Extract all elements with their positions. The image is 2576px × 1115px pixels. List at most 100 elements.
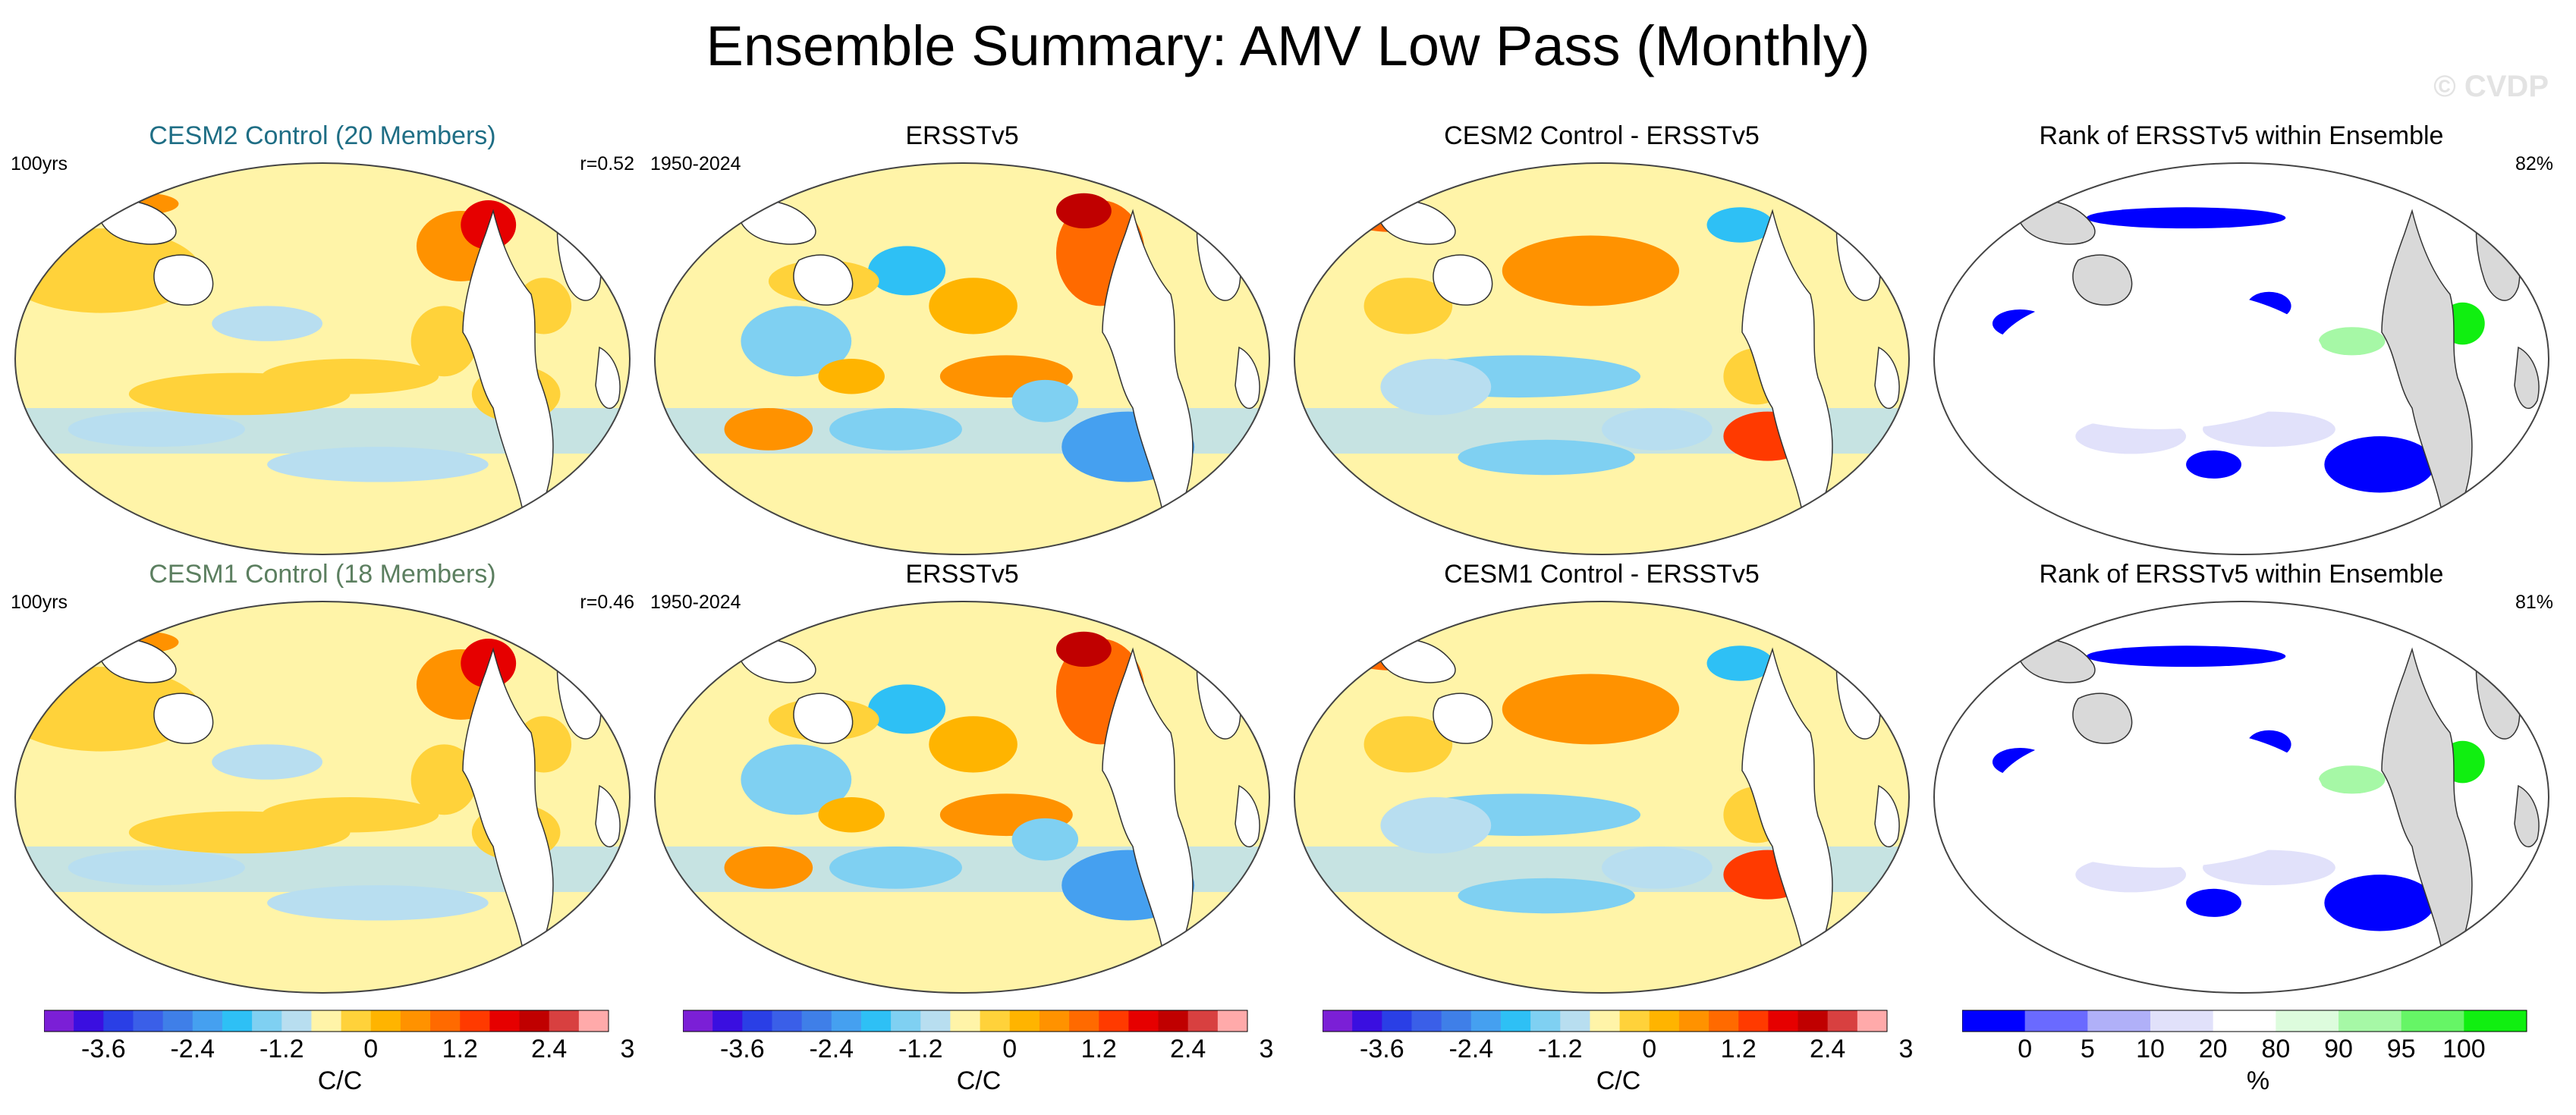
map-field xyxy=(655,601,1269,993)
field-anomaly xyxy=(267,885,489,921)
colorbar-swatch xyxy=(282,1010,312,1032)
field-anomaly xyxy=(1992,288,2325,429)
field-anomaly xyxy=(1011,379,1079,422)
field-anomaly xyxy=(212,744,322,780)
colorbar-tick: -3.6 xyxy=(81,1035,126,1063)
panel-correlation: r=0.52 xyxy=(580,153,634,174)
colorbar-swatch xyxy=(1560,1010,1590,1032)
field-anomaly xyxy=(1363,716,1453,773)
map-ersstv5 xyxy=(654,601,1270,994)
colorbar-swatches: 0 5 10 20 80 90 95 100 xyxy=(1962,1010,2527,1063)
field-anomaly xyxy=(818,359,885,394)
panel-rank: Rank of ERSSTv5 within Ensemble 82% xyxy=(1926,121,2556,561)
panel-title: Rank of ERSSTv5 within Ensemble xyxy=(2039,121,2444,150)
colorbar-swatch xyxy=(683,1010,713,1032)
colorbar-tick: -3.6 xyxy=(1360,1035,1404,1063)
colorbar-tick: -1.2 xyxy=(898,1035,943,1063)
colorbar-swatch xyxy=(1217,1010,1248,1032)
ocean-background xyxy=(655,601,1269,993)
colorbar-swatch xyxy=(712,1010,743,1032)
colorbar-tick: -2.4 xyxy=(1448,1035,1493,1063)
field-anomaly xyxy=(2319,327,2386,356)
colorbar-swatch xyxy=(460,1010,490,1032)
colorbar-tick: -3.6 xyxy=(720,1035,765,1063)
colorbar-frame xyxy=(44,1010,609,1032)
colorbar-swatch xyxy=(133,1010,164,1032)
colorbar-swatches: -3.6 -2.4 -1.2 0 1.2 2.4 3.6 xyxy=(683,1010,1275,1063)
field-anomaly xyxy=(1602,846,1713,889)
colorbar-swatch xyxy=(252,1010,282,1032)
map-field xyxy=(1294,163,1909,554)
field-anomaly xyxy=(2324,436,2436,493)
colorbar-swatch xyxy=(1352,1010,1382,1032)
ocean-background xyxy=(655,163,1269,554)
field-anomaly xyxy=(1458,878,1635,914)
colorbar-swatch xyxy=(1158,1010,1189,1032)
colorbar-swatch xyxy=(44,1010,74,1032)
field-anomaly xyxy=(1380,359,1492,416)
panel-rank-percent: 81% xyxy=(2515,592,2553,613)
panel-period: 100yrs xyxy=(11,592,68,613)
map-difference xyxy=(1294,162,1910,555)
colorbar-tick: 0 xyxy=(363,1035,378,1063)
land-mass xyxy=(595,784,621,848)
colorbar-swatch xyxy=(1069,1010,1099,1032)
colorbar-sst: -3.6 -2.4 -1.2 0 1.2 2.4 3.6 C/C xyxy=(683,1009,1275,1115)
field-anomaly xyxy=(829,408,962,451)
colorbar-swatch xyxy=(1039,1010,1070,1032)
panel-ersstv5: ERSSTv5 1950-2024 xyxy=(647,121,1277,561)
colorbar-swatch xyxy=(489,1010,521,1032)
field-anomaly xyxy=(410,744,478,815)
colorbar-swatch xyxy=(1382,1010,1412,1032)
colorbar-swatch xyxy=(1530,1010,1561,1032)
colorbar-sst: -3.6 -2.4 -1.2 0 1.2 2.4 3.6 C/C xyxy=(1323,1009,1914,1115)
field-anomaly xyxy=(2324,875,2436,931)
map-outline xyxy=(654,601,1270,994)
map-field xyxy=(1934,163,2549,554)
map-field xyxy=(1934,601,2549,993)
colorbar-tick: -2.4 xyxy=(170,1035,215,1063)
colorbar-swatch xyxy=(801,1010,832,1032)
colorbar-swatch xyxy=(1709,1010,1739,1032)
map-outline xyxy=(1294,162,1910,555)
colorbar-tick: -1.2 xyxy=(259,1035,304,1063)
panel-cesm1-minus-ersstv5: CESM1 Control - ERSSTv5 xyxy=(1287,560,1917,1000)
ocean-background xyxy=(1294,601,1909,993)
panel-period: 1950-2024 xyxy=(650,153,741,174)
land-mass xyxy=(595,346,621,410)
colorbar-swatch xyxy=(1649,1010,1680,1032)
colorbar-swatch xyxy=(1099,1010,1129,1032)
panel-title: ERSSTv5 xyxy=(905,121,1019,150)
colorbar-swatch xyxy=(1128,1010,1159,1032)
land-mass xyxy=(2072,254,2133,306)
colorbar-swatch xyxy=(2401,1010,2464,1032)
colorbar-rank: 0 5 10 20 80 90 95 100 % xyxy=(1962,1009,2554,1115)
land-mass xyxy=(1433,254,1493,306)
colorbar-swatch xyxy=(742,1010,772,1032)
colorbar-unit: % xyxy=(2246,1066,2270,1095)
ocean-background xyxy=(15,601,630,993)
colorbar-tick: 20 xyxy=(2199,1035,2228,1063)
field-anomaly xyxy=(410,306,478,377)
colorbar-tick: 2.4 xyxy=(1170,1035,1206,1063)
land-mass xyxy=(793,693,854,744)
panel-title: CESM2 Control (20 Members) xyxy=(149,121,496,150)
map-rank xyxy=(1933,601,2549,994)
colorbar-swatch xyxy=(831,1010,862,1032)
colorbar-swatch xyxy=(1500,1010,1531,1032)
map-outline xyxy=(1294,601,1910,994)
land-mass xyxy=(1874,784,1900,848)
field-anomaly xyxy=(2186,888,2241,917)
colorbar-swatch xyxy=(1827,1010,1858,1032)
land-mass xyxy=(2514,346,2540,410)
panel-title: Rank of ERSSTv5 within Ensemble xyxy=(2039,560,2444,589)
colorbar-swatch xyxy=(1768,1010,1799,1032)
ocean-background xyxy=(15,163,630,554)
land-mass xyxy=(1433,693,1493,744)
map-ersstv5 xyxy=(654,162,1270,555)
colorbar-swatch xyxy=(2339,1010,2402,1032)
colorbar-swatch xyxy=(162,1010,193,1032)
panel-title: CESM2 Control - ERSSTv5 xyxy=(1444,121,1760,150)
field-anomaly xyxy=(1706,645,1773,681)
colorbar-swatch xyxy=(2276,1010,2339,1032)
